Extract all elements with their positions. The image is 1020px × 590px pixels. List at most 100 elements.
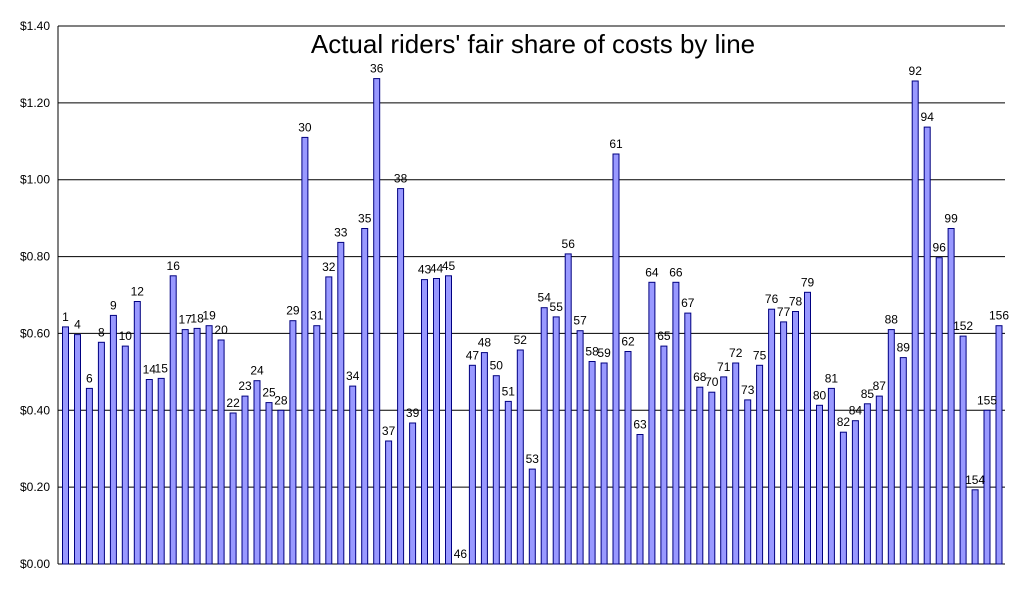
bar-line-96: [935, 257, 943, 565]
bar-line-64: [648, 281, 656, 565]
bar-line-54: [540, 307, 548, 565]
bar-line-156: [995, 325, 1003, 565]
data-label-17: 17: [179, 313, 193, 327]
data-label-33: 33: [334, 225, 348, 239]
bar-line-99: [947, 228, 955, 565]
data-label-1: 1: [62, 310, 69, 324]
bar-line-12: [133, 301, 141, 565]
data-label-68: 68: [693, 370, 707, 384]
data-label-31: 31: [310, 309, 324, 323]
data-label-18: 18: [190, 311, 204, 325]
bar-line-23: [241, 395, 249, 565]
bar-line-92: [911, 80, 919, 565]
data-label-36: 36: [370, 62, 384, 76]
data-label-4: 4: [74, 318, 81, 332]
bar-line-38: [397, 188, 405, 565]
data-label-12: 12: [131, 285, 145, 299]
bar-line-63: [636, 434, 644, 565]
data-label-47: 47: [466, 348, 480, 362]
data-label-48: 48: [478, 336, 492, 350]
data-label-92: 92: [909, 64, 923, 78]
data-label-46: 46: [454, 547, 468, 561]
data-label-22: 22: [226, 396, 240, 410]
data-label-52: 52: [514, 333, 528, 347]
bar-line-79: [804, 291, 811, 565]
data-label-87: 87: [873, 379, 887, 393]
data-label-77: 77: [777, 305, 791, 319]
data-label-25: 25: [262, 386, 276, 400]
bar-line-22: [229, 412, 237, 565]
bar-line-31: [313, 325, 321, 565]
bar-line-80: [816, 404, 823, 565]
bar-line-16: [169, 275, 177, 565]
bar-line-57: [576, 330, 584, 565]
bar-line-44: [433, 278, 440, 565]
data-label-96: 96: [933, 241, 947, 255]
data-label-8: 8: [98, 325, 105, 339]
data-label-38: 38: [394, 172, 408, 186]
data-label-156: 156: [989, 309, 1009, 323]
y-axis-tick-labels: $0.00 $0.20 $0.40 $0.60 $0.80 $1.00 $1.20 $1.40: [20, 19, 50, 571]
gridlines: [57, 25, 1005, 565]
bar-line-29: [289, 320, 297, 565]
data-label-53: 53: [526, 452, 540, 466]
bar-line-10: [121, 345, 129, 565]
y-tick-label: $0.40: [20, 403, 50, 417]
bar-line-28: [277, 409, 285, 565]
bar-line-37: [385, 440, 393, 565]
bar-line-17: [181, 329, 189, 565]
data-label-71: 71: [717, 360, 731, 374]
data-label-84: 84: [849, 404, 863, 418]
y-tick-label: $1.40: [20, 19, 50, 33]
data-label-32: 32: [322, 260, 336, 274]
bar-line-154: [971, 489, 979, 565]
bar-line-88: [887, 329, 895, 565]
data-label-78: 78: [789, 295, 803, 309]
chart-title: Actual riders' fair share of costs by li…: [311, 29, 755, 59]
data-label-51: 51: [502, 384, 516, 398]
data-label-66: 66: [669, 265, 683, 279]
data-label-39: 39: [406, 406, 420, 420]
data-label-34: 34: [346, 369, 360, 383]
y-tick-label: $0.60: [20, 326, 50, 340]
data-label-99: 99: [944, 212, 958, 226]
bar-line-58: [588, 361, 596, 565]
data-label-79: 79: [801, 275, 815, 289]
bar-line-75: [756, 364, 764, 565]
data-label-65: 65: [657, 329, 671, 343]
bar-line-78: [792, 311, 799, 565]
bar-line-45: [445, 275, 452, 565]
bar-line-56: [564, 253, 572, 565]
data-label-44: 44: [430, 262, 444, 276]
bar-line-33: [337, 241, 345, 565]
bar-line-85: [863, 403, 871, 565]
data-label-88: 88: [885, 313, 899, 327]
bar-line-66: [672, 281, 680, 565]
data-label-14: 14: [143, 363, 157, 377]
y-tick-label: $1.00: [20, 173, 50, 187]
data-label-20: 20: [214, 323, 228, 337]
data-label-155: 155: [977, 393, 997, 407]
data-label-24: 24: [250, 364, 264, 378]
bar-line-32: [325, 276, 333, 565]
bar-line-87: [875, 395, 883, 565]
bar-line-24: [253, 380, 261, 565]
data-label-10: 10: [119, 329, 133, 343]
bar-line-4: [74, 334, 81, 565]
data-label-73: 73: [741, 383, 755, 397]
data-label-29: 29: [286, 304, 300, 318]
data-label-6: 6: [86, 371, 93, 385]
data-label-19: 19: [202, 309, 216, 323]
data-label-9: 9: [110, 298, 117, 312]
data-label-23: 23: [238, 379, 252, 393]
data-label-61: 61: [609, 137, 623, 151]
bar-line-73: [744, 399, 752, 565]
bar-line-89: [899, 357, 907, 565]
data-label-72: 72: [729, 346, 743, 360]
bar-line-53: [528, 468, 536, 565]
data-label-64: 64: [645, 265, 659, 279]
bar-line-68: [696, 386, 704, 565]
bar-line-20: [217, 339, 225, 565]
bar-line-52: [516, 349, 524, 565]
